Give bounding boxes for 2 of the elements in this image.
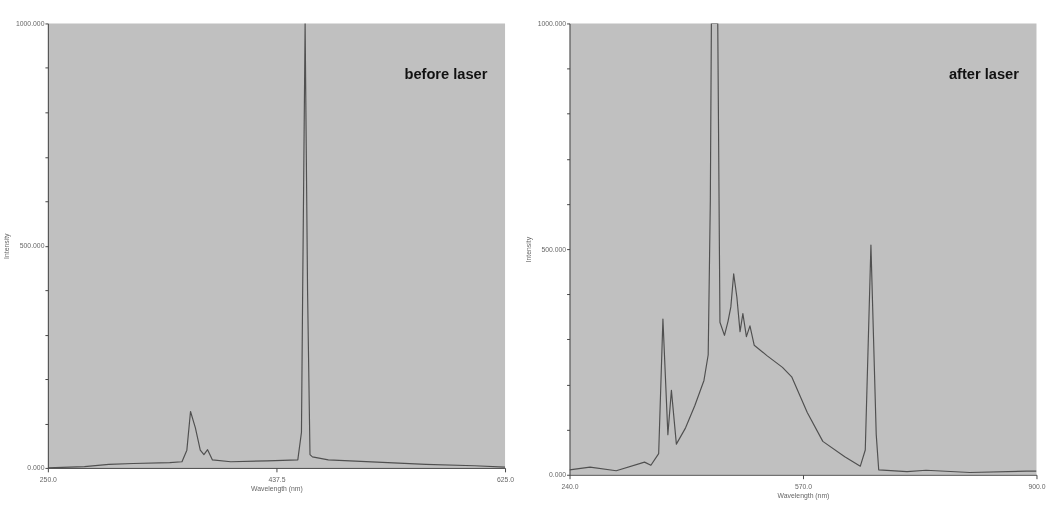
annotation: before laser xyxy=(404,66,488,83)
annotation: after laser xyxy=(948,66,1020,83)
